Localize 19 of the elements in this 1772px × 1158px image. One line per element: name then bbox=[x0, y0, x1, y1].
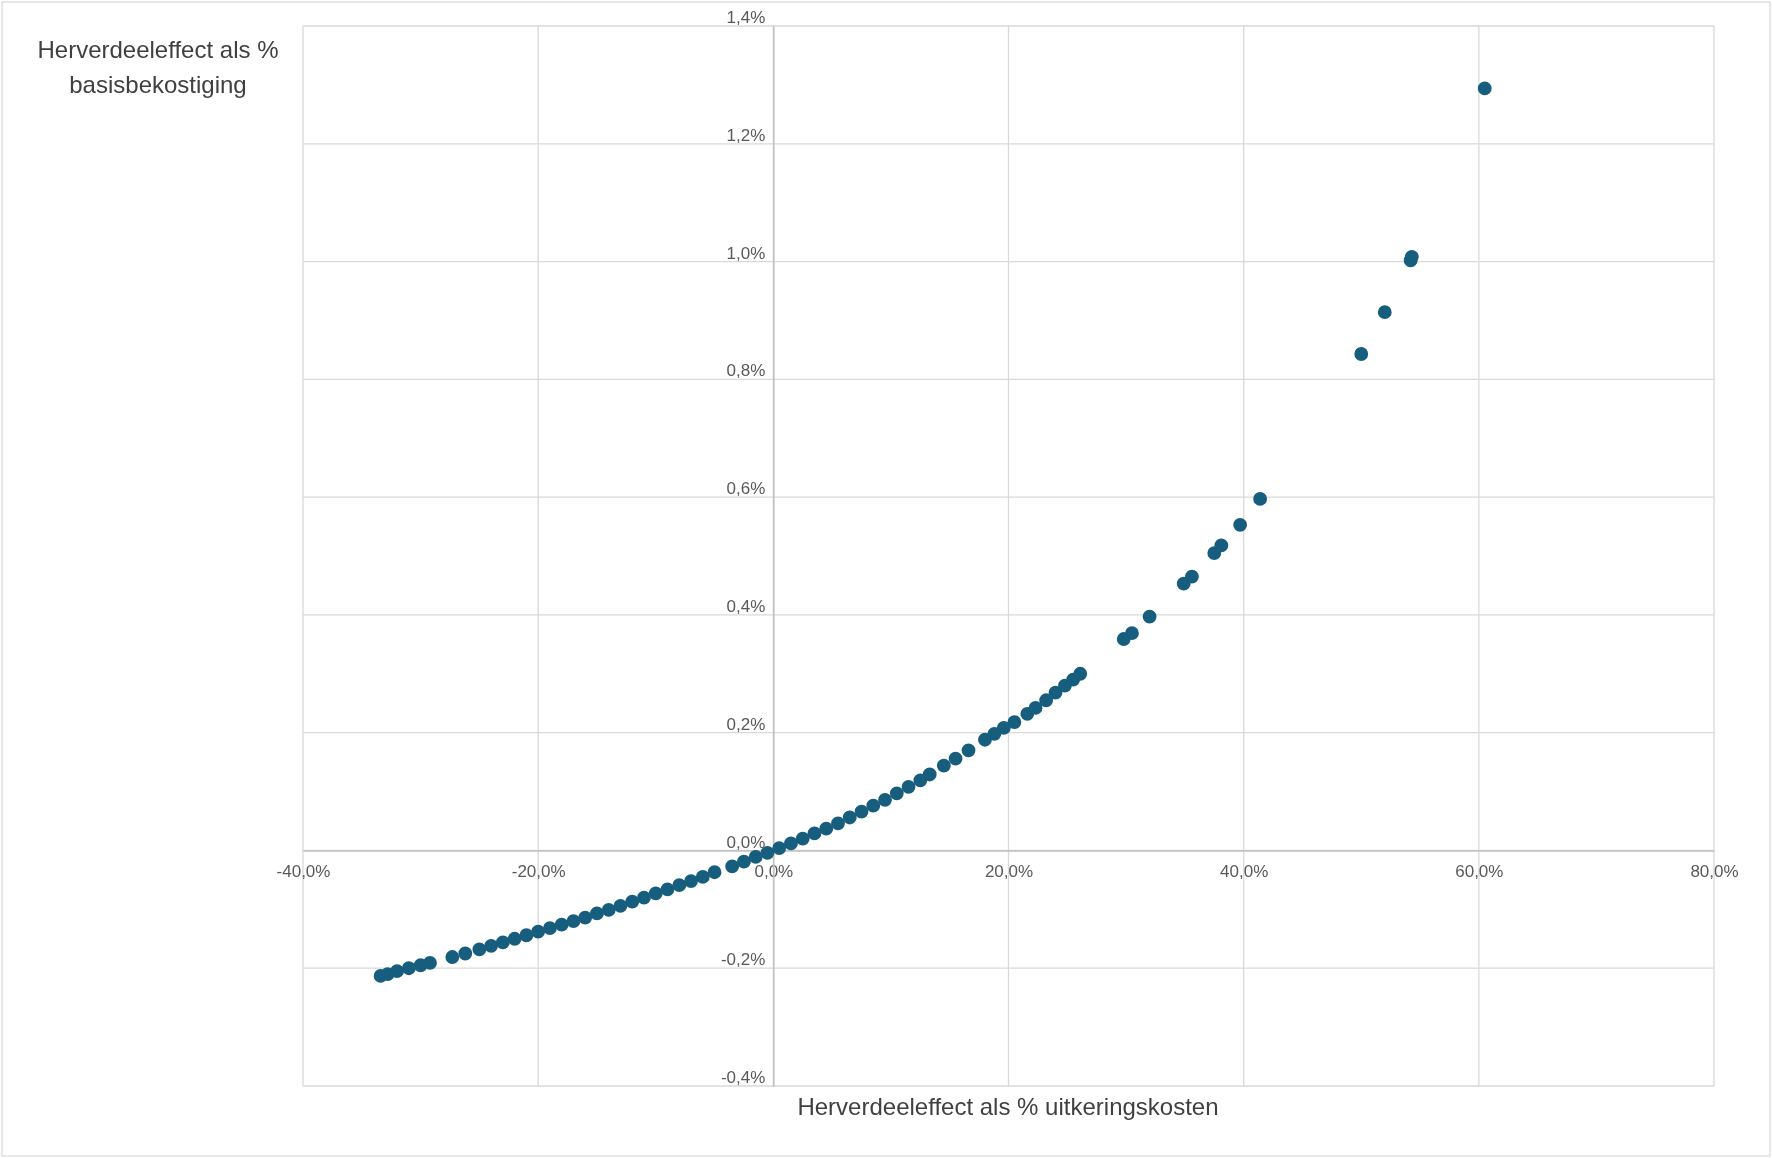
x-axis-title: Herverdeeleffect als % uitkeringskosten bbox=[797, 1093, 1219, 1120]
x-tick-label: -20,0% bbox=[511, 861, 566, 881]
x-tick-label: 80,0% bbox=[1690, 861, 1739, 881]
y-tick-label: 0,6% bbox=[726, 479, 766, 499]
x-tick-label: 20,0% bbox=[984, 861, 1034, 881]
y-tick-label: 0,2% bbox=[726, 714, 766, 734]
y-tick-label: 0,0% bbox=[726, 832, 766, 852]
x-tick-label: 40,0% bbox=[1220, 861, 1269, 881]
x-tick-label: 60,0% bbox=[1455, 861, 1504, 881]
y-tick-label: 1,0% bbox=[726, 243, 766, 263]
x-tick-label: 0,0% bbox=[754, 861, 794, 881]
y-tick-label: 1,2% bbox=[726, 125, 766, 145]
x-tick-label: -40,0% bbox=[276, 861, 331, 881]
y-tick-label: 0,8% bbox=[726, 361, 766, 381]
y-tick-label: 1,4% bbox=[726, 8, 766, 28]
y-tick-label: -0,2% bbox=[720, 950, 766, 970]
y-tick-label: -0,4% bbox=[720, 1068, 766, 1088]
y-axis-title: Herverdeeleffect als % basisbekostiging bbox=[37, 36, 279, 98]
y-tick-label: 0,4% bbox=[726, 596, 766, 616]
